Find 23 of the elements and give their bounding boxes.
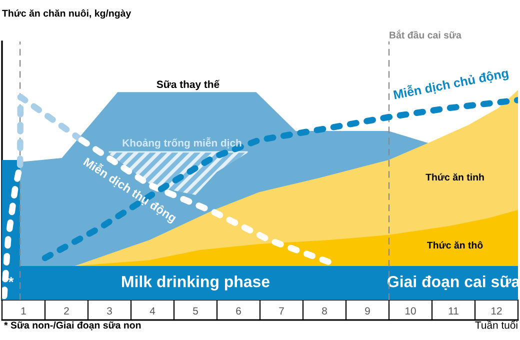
annotation: Khoảng trống miễn dịch xyxy=(122,137,242,149)
x-tick-label: 8 xyxy=(322,307,327,315)
series-label: * xyxy=(8,277,14,282)
ref-line-label: Bắt đầu cai sữa xyxy=(390,30,462,39)
annotation: Sữa thay thế xyxy=(156,80,220,90)
x-tick-label: 5 xyxy=(193,307,198,315)
annotation: Thức ăn tinh xyxy=(426,173,484,181)
x-axis-title: Tuần tuổi xyxy=(475,320,518,329)
x-tick-label: 2 xyxy=(64,307,69,314)
band-label: Milk drinking phase xyxy=(122,276,270,290)
x-tick-label: 10 xyxy=(406,307,416,315)
x-tick-label: 12 xyxy=(492,307,502,314)
annotation: Miễn dịch chủ động xyxy=(392,66,510,102)
x-tick-label: 3 xyxy=(107,307,112,315)
text: * Sữa non-/Giai đoạn sữa non xyxy=(4,321,141,330)
x-tick-label: 7 xyxy=(279,307,284,314)
x-tick-label: 6 xyxy=(236,307,241,315)
x-tick-label: 4 xyxy=(150,307,156,314)
text: Thức ăn chăn nuôi, kg/ngày xyxy=(2,9,132,19)
x-tick-label: 9 xyxy=(365,307,370,315)
annotation: Thức ăn thô xyxy=(427,241,483,249)
x-tick-label: 11 xyxy=(448,307,458,314)
x-tick-label: 1 xyxy=(21,307,26,314)
